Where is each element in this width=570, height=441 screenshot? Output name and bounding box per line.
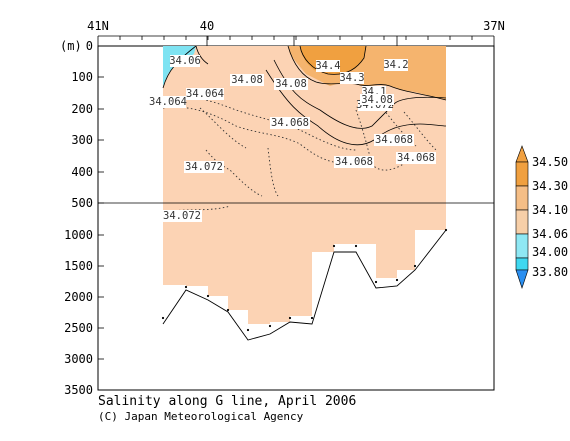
contour-label-34-4: 34.4 — [315, 60, 341, 72]
contour-label-34-068-a: 34.068 — [270, 117, 310, 129]
station-dot — [444, 228, 448, 232]
station-dot — [288, 316, 292, 320]
svg-text:34.068: 34.068 — [375, 134, 413, 146]
y-tick-1000: 1000 — [64, 228, 93, 242]
station-dot — [413, 264, 417, 268]
legend-swatch-3 — [515, 233, 529, 259]
y-axis-ticks — [98, 45, 104, 360]
station-dot — [395, 278, 399, 282]
legend-cap-top — [515, 145, 529, 163]
contour-labels: 34.06 34.4 34.2 34.3 34.08 34.08 34.1 34… — [149, 55, 436, 222]
y-tick-2500: 2500 — [64, 321, 93, 335]
svg-text:34.08: 34.08 — [231, 74, 263, 86]
station-dots — [161, 228, 448, 332]
contour-label-34-072-b: 34.072 — [184, 161, 224, 173]
station-dot — [310, 316, 314, 320]
contour-label-34-08-c: 34.08 — [360, 94, 394, 106]
svg-text:34.06: 34.06 — [169, 55, 201, 67]
svg-text:34.072: 34.072 — [163, 210, 201, 222]
contour-label-34-08-a: 34.08 — [230, 74, 264, 86]
contour-label-34-2: 34.2 — [383, 59, 409, 71]
svg-text:34.08: 34.08 — [275, 78, 307, 90]
bottom-topography-line — [162, 229, 447, 341]
lat-label-40: 40 — [200, 19, 214, 33]
chart-title: Salinity along G line, April 2006 — [98, 394, 357, 409]
contour-label-34-072-c: 34.072 — [162, 210, 202, 222]
contour-label-34-3: 34.3 — [339, 72, 365, 84]
station-dot — [246, 328, 250, 332]
salinity-fill-main — [163, 46, 446, 324]
legend-label-34-06: 34.06 — [532, 227, 568, 241]
contour-label-34-068-b: 34.068 — [374, 134, 414, 146]
contour-label-34-068-d: 34.068 — [396, 152, 436, 164]
y-tick-100: 100 — [71, 70, 93, 84]
contour-label-34-08-b: 34.08 — [274, 78, 308, 90]
contour-label-34-068-c: 34.068 — [334, 156, 374, 168]
contour-label-34-06: 34.06 — [169, 55, 201, 67]
svg-text:34.068: 34.068 — [397, 152, 435, 164]
y-tick-1500: 1500 — [64, 259, 93, 273]
y-axis-unit: (m) — [60, 39, 82, 53]
svg-text:34.072: 34.072 — [185, 161, 223, 173]
legend-swatch-0 — [515, 161, 529, 187]
station-dot — [206, 294, 210, 298]
station-dot — [184, 285, 188, 289]
y-tick-3500: 3500 — [64, 383, 93, 397]
station-dot — [161, 316, 165, 320]
legend-label-34-30: 34.30 — [532, 179, 568, 193]
y-tick-300: 300 — [71, 133, 93, 147]
svg-text:34.064: 34.064 — [186, 88, 224, 100]
lat-label-41n: 41N — [87, 19, 109, 33]
legend-label-34-50: 34.50 — [532, 155, 568, 169]
station-dot — [268, 324, 272, 328]
y-tick-400: 400 — [71, 165, 93, 179]
legend-label-34-00: 34.00 — [532, 245, 568, 259]
legend-cap-bottom — [515, 269, 529, 289]
y-tick-500: 500 — [71, 196, 93, 210]
y-tick-3000: 3000 — [64, 352, 93, 366]
svg-text:34.08: 34.08 — [361, 94, 393, 106]
svg-text:34.068: 34.068 — [271, 117, 309, 129]
latitude-axis — [97, 35, 495, 46]
contour-label-34-064-a: 34.064 — [149, 96, 187, 108]
legend-label-33-80: 33.80 — [532, 265, 568, 279]
lat-label-37n: 37N — [483, 19, 505, 33]
y-tick-0: 0 — [86, 39, 93, 53]
svg-text:34.3: 34.3 — [339, 72, 364, 84]
station-dot — [332, 244, 336, 248]
legend-swatch-4 — [515, 257, 529, 271]
contour-label-34-064-b: 34.064 — [186, 88, 224, 100]
station-dot — [374, 280, 378, 284]
station-dot — [226, 308, 230, 312]
legend-label-34-10: 34.10 — [532, 203, 568, 217]
svg-text:34.064: 34.064 — [149, 96, 187, 108]
svg-text:34.2: 34.2 — [383, 59, 408, 71]
y-tick-2000: 2000 — [64, 290, 93, 304]
color-legend: 34.50 34.30 34.10 34.06 34.00 33.80 — [515, 145, 568, 289]
legend-swatch-2 — [515, 209, 529, 235]
chart-credit: (C) Japan Meteorological Agency — [98, 410, 304, 423]
legend-swatch-1 — [515, 185, 529, 211]
station-dot — [354, 244, 358, 248]
y-tick-200: 200 — [71, 102, 93, 116]
svg-text:34.4: 34.4 — [315, 60, 340, 72]
svg-text:34.068: 34.068 — [335, 156, 373, 168]
